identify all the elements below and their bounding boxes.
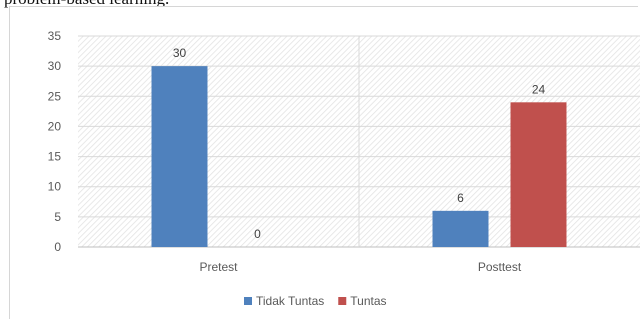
legend-label: Tuntas: [350, 294, 386, 308]
bar-posttest-tidak-tuntas: [432, 210, 489, 247]
x-axis: Pretest Posttest: [199, 260, 521, 274]
legend-swatch: [338, 297, 347, 305]
bar-posttest-tuntas: [510, 102, 567, 247]
y-tick-label: 5: [54, 210, 61, 224]
y-axis: 0 5 10 15 20 25 30 35: [48, 29, 62, 254]
y-tick-label: 20: [48, 119, 62, 133]
bars: [151, 66, 567, 248]
data-label: 0: [254, 227, 261, 241]
x-category-label: Pretest: [199, 260, 238, 274]
legend: Tidak Tuntas Tuntas: [244, 294, 387, 308]
caption-fragment: problem-based learning.: [4, 0, 169, 9]
legend-swatch: [244, 297, 252, 305]
data-label: 30: [173, 46, 187, 60]
legend-label: Tidak Tuntas: [256, 294, 324, 308]
y-tick-label: 10: [48, 180, 62, 194]
data-labels: 30 0 6 24: [173, 46, 546, 241]
y-tick-label: 25: [48, 89, 62, 103]
y-tick-label: 15: [48, 150, 62, 164]
y-tick-label: 30: [48, 59, 62, 73]
x-category-label: Posttest: [478, 260, 522, 274]
data-label: 6: [457, 191, 464, 205]
y-tick-label: 0: [54, 240, 61, 254]
y-tick-label: 35: [48, 29, 62, 43]
data-label: 24: [532, 82, 546, 96]
bar-pretest-tidak-tuntas: [151, 66, 208, 248]
